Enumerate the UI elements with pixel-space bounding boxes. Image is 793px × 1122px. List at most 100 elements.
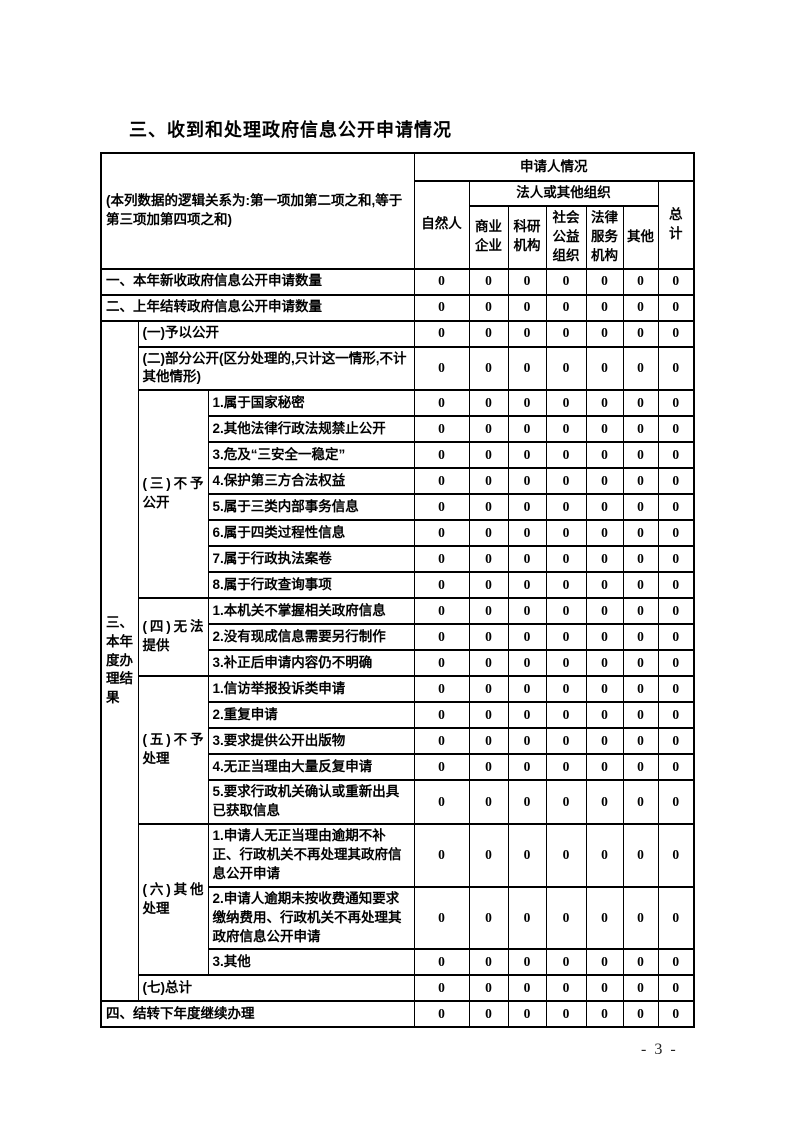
value-cell: 0 <box>507 493 547 522</box>
value-cell: 0 <box>507 948 547 977</box>
row-label: 二、上年结转政府信息公开申请数量 <box>100 293 415 322</box>
value-cell: 0 <box>468 1000 509 1029</box>
value-cell: 0 <box>468 415 509 444</box>
item-label: 2.重复申请 <box>207 701 415 730</box>
table-row: 5.属于三类内部事务信息 0 0 0 0 0 0 0 <box>101 493 695 522</box>
value-cell: 0 <box>507 623 547 652</box>
value-cell: 0 <box>657 1000 695 1029</box>
value-cell: 0 <box>657 701 695 730</box>
value-cell: 0 <box>468 319 509 348</box>
row-label: (七)总计 <box>137 974 415 1003</box>
value-cell: 0 <box>413 571 470 600</box>
page-title: 三、收到和处理政府信息公开申请情况 <box>129 120 452 140</box>
value-cell: 0 <box>468 701 509 730</box>
value-cell: 0 <box>413 974 470 1003</box>
value-cell: 0 <box>468 974 509 1003</box>
value-cell: 0 <box>545 727 587 756</box>
value-cell: 0 <box>622 649 659 678</box>
value-cell: 0 <box>413 345 470 392</box>
table-row: 2.没有现成信息需要另行制作 0 0 0 0 0 0 0 <box>101 623 695 652</box>
value-cell: 0 <box>468 545 509 574</box>
value-cell: 0 <box>622 948 659 977</box>
value-cell: 0 <box>413 319 470 348</box>
table-body: 一、本年新收政府信息公开申请数量 0 0 0 0 0 0 0 二、上年结转政府信息公开申请数量 0… <box>100 267 695 1029</box>
value-cell: 0 <box>622 545 659 574</box>
col-header-other-org: 其他 <box>622 204 659 270</box>
value-cell: 0 <box>507 319 547 348</box>
value-cell: 0 <box>413 823 470 888</box>
table-row: (四)无法提供 1.本机关不掌握相关政府信息 0 0 0 0 0 0 0 <box>101 597 695 678</box>
value-cell: 0 <box>622 467 659 496</box>
value-cell: 0 <box>657 753 695 782</box>
value-cell: 0 <box>622 415 659 444</box>
value-cell: 0 <box>413 293 470 322</box>
value-cell: 0 <box>468 597 509 626</box>
value-cell: 0 <box>657 885 695 951</box>
item-label: 4.保护第三方合法权益 <box>207 467 415 496</box>
value-cell: 0 <box>657 571 695 600</box>
value-cell: 0 <box>545 441 587 470</box>
value-cell: 0 <box>507 467 547 496</box>
item-label: 4.无正当理由大量反复申请 <box>207 753 415 782</box>
value-cell: 0 <box>545 467 587 496</box>
value-cell: 0 <box>507 441 547 470</box>
value-cell: 0 <box>585 415 624 444</box>
table-row: 4.无正当理由大量反复申请 0 0 0 0 0 0 0 <box>101 753 695 782</box>
value-cell: 0 <box>413 1000 470 1029</box>
value-cell: 0 <box>413 701 470 730</box>
value-cell: 0 <box>657 974 695 1003</box>
value-cell: 0 <box>468 779 509 826</box>
table-row: 四、结转下年度继续办理 0 0 0 0 0 0 0 <box>100 1000 695 1029</box>
value-cell: 0 <box>622 753 659 782</box>
value-cell: 0 <box>468 675 509 704</box>
value-cell: 0 <box>468 493 509 522</box>
value-cell: 0 <box>507 974 547 1003</box>
table-row: (六)其他处理 1.申请人无正当理由逾期不补正、行政机关不再处理其政府信息公开申请… <box>101 823 695 977</box>
value-cell: 0 <box>622 675 659 704</box>
item-label: 1.属于国家秘密 <box>207 389 415 418</box>
value-cell: 0 <box>657 675 695 704</box>
value-cell: 0 <box>585 597 624 626</box>
value-cell: 0 <box>413 415 470 444</box>
value-cell: 0 <box>622 974 659 1003</box>
value-cell: 0 <box>545 1000 587 1029</box>
value-cell: 0 <box>585 649 624 678</box>
value-cell: 0 <box>585 441 624 470</box>
item-label: 1.申请人无正当理由逾期不补正、行政机关不再处理其政府信息公开申请 <box>207 823 415 888</box>
value-cell: 0 <box>585 974 624 1003</box>
value-cell: 0 <box>413 597 470 626</box>
value-cell: 0 <box>545 519 587 548</box>
value-cell: 0 <box>507 389 547 418</box>
table-row: 4.保护第三方合法权益 0 0 0 0 0 0 0 <box>101 467 695 496</box>
value-cell: 0 <box>507 701 547 730</box>
header-row-2: 自然人 法人或其他组织 总计 <box>101 180 695 270</box>
header-row-1: (本列数据的逻辑关系为:第一项加第二项之和,等于第三项加第四项之和) 申请人情况 <box>100 152 695 270</box>
value-cell: 0 <box>507 519 547 548</box>
page-number: - 3 - <box>641 1041 678 1058</box>
table-row: 3.危及“三安全一稳定” 0 0 0 0 0 0 0 <box>101 441 695 470</box>
value-cell: 0 <box>507 885 547 951</box>
table-row: 8.属于行政查询事项 0 0 0 0 0 0 0 <box>101 571 695 600</box>
table-row: 3.要求提供公开出版物 0 0 0 0 0 0 0 <box>101 727 695 756</box>
item-label: 1.本机关不掌握相关政府信息 <box>207 597 415 626</box>
value-cell: 0 <box>622 293 659 322</box>
table-header: (本列数据的逻辑关系为:第一项加第二项之和,等于第三项加第四项之和) 申请人情况… <box>100 152 695 270</box>
info-request-table: (本列数据的逻辑关系为:第一项加第二项之和,等于第三项加第四项之和) 申请人情况… <box>100 152 696 1029</box>
col-header-natural-person: 自然人 <box>413 180 470 270</box>
value-cell: 0 <box>657 293 695 322</box>
table-row: (七)总计 0 0 0 0 0 0 0 <box>101 974 695 1003</box>
applicant-group-header: 申请人情况 <box>413 152 695 182</box>
value-cell: 0 <box>657 727 695 756</box>
item-label: 2.没有现成信息需要另行制作 <box>207 623 415 652</box>
value-cell: 0 <box>545 493 587 522</box>
value-cell: 0 <box>507 1000 547 1029</box>
value-cell: 0 <box>545 823 587 888</box>
value-cell: 0 <box>413 623 470 652</box>
group-label: (五)不予处理 <box>137 675 209 826</box>
row-label: 一、本年新收政府信息公开申请数量 <box>100 267 415 296</box>
value-cell: 0 <box>468 823 509 888</box>
value-cell: 0 <box>622 441 659 470</box>
value-cell: 0 <box>657 345 695 392</box>
value-cell: 0 <box>545 779 587 826</box>
value-cell: 0 <box>622 519 659 548</box>
